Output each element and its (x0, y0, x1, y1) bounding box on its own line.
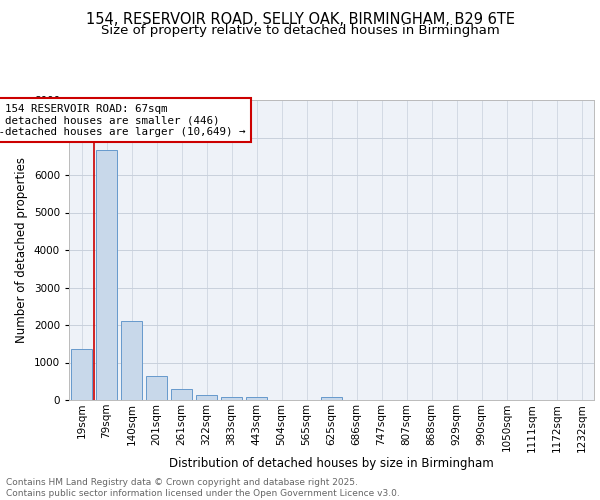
Text: Contains HM Land Registry data © Crown copyright and database right 2025.
Contai: Contains HM Land Registry data © Crown c… (6, 478, 400, 498)
Text: Size of property relative to detached houses in Birmingham: Size of property relative to detached ho… (101, 24, 499, 37)
Bar (96, 150, 117, 400)
Text: 154 RESERVOIR ROAD: 67sqm
← 4% of detached houses are smaller (446)
96% of semi-: 154 RESERVOIR ROAD: 67sqm ← 4% of detach… (0, 104, 246, 137)
Bar (171, 389, 192, 400)
Y-axis label: Number of detached properties: Number of detached properties (15, 157, 28, 343)
Bar (146, 376, 167, 400)
Bar (121, 322, 142, 400)
Bar (246, 398, 267, 400)
Bar (321, 398, 342, 400)
Bar (71, 350, 92, 400)
Text: 154, RESERVOIR ROAD, SELLY OAK, BIRMINGHAM, B29 6TE: 154, RESERVOIR ROAD, SELLY OAK, BIRMINGH… (86, 12, 515, 28)
Bar (221, 397, 242, 400)
X-axis label: Distribution of detached houses by size in Birmingham: Distribution of detached houses by size … (169, 457, 494, 470)
Bar (196, 395, 217, 400)
